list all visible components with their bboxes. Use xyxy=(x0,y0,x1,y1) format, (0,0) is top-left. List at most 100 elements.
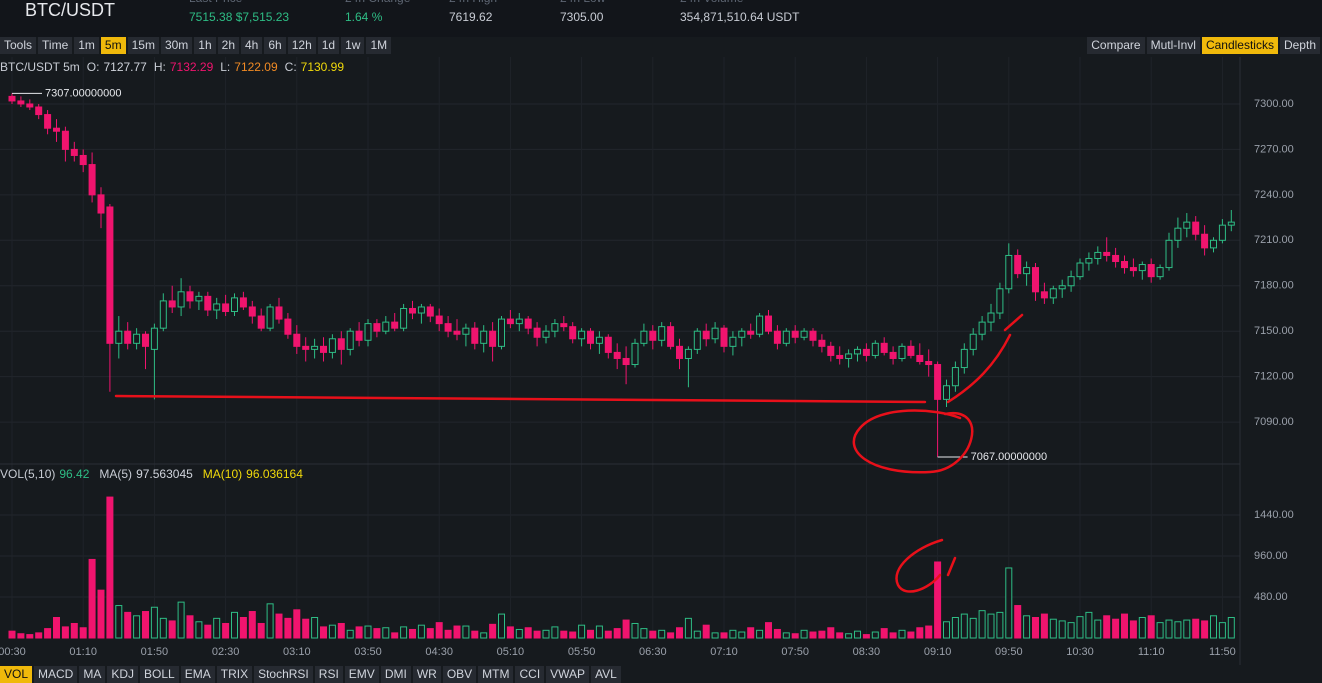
x-tick-label: 08:30 xyxy=(853,646,881,658)
candle-body xyxy=(426,306,434,317)
indicator-tab[interactable]: CCI xyxy=(515,666,545,683)
y-tick-label: 7150.00 xyxy=(1254,325,1294,337)
indicator-tab[interactable]: MTM xyxy=(478,666,514,683)
candle-body xyxy=(1112,254,1120,263)
volume-bar xyxy=(373,628,381,639)
candle-body xyxy=(471,327,479,344)
indicator-tab[interactable]: StochRSI xyxy=(254,666,313,683)
candle-body xyxy=(951,367,959,387)
indicator-tab[interactable]: VWAP xyxy=(546,666,590,683)
indicator-tab[interactable]: DMI xyxy=(380,666,411,683)
timeframe-button[interactable]: 2h xyxy=(217,37,239,54)
volume-bar xyxy=(676,627,683,639)
candle-body xyxy=(159,300,167,329)
indicator-tab[interactable]: WR xyxy=(412,666,441,683)
candle-body xyxy=(61,130,69,150)
volume-bar xyxy=(649,630,657,639)
candle-body xyxy=(595,336,603,344)
timeframe-button[interactable]: Time xyxy=(38,37,73,54)
volume-bar xyxy=(417,624,425,639)
x-tick-label: 02:30 xyxy=(212,646,240,658)
indicator-tab[interactable]: RSI xyxy=(314,666,343,683)
volume-bar xyxy=(951,617,959,639)
indicator-tab[interactable]: MACD xyxy=(34,666,78,683)
timeframe-button[interactable]: 6h xyxy=(264,37,286,54)
candle-body xyxy=(1227,221,1235,226)
volume-bar xyxy=(765,622,772,639)
view-button[interactable]: Compare xyxy=(1087,37,1145,54)
volume-bar xyxy=(773,628,781,639)
indicator-tab[interactable]: KDJ xyxy=(107,666,139,683)
candle-body xyxy=(1067,276,1075,287)
volume-bar xyxy=(44,628,52,639)
timeframe-button[interactable]: Tools xyxy=(0,37,37,54)
candle-body xyxy=(35,106,43,116)
volume-bar xyxy=(302,618,310,639)
candle-body xyxy=(480,330,488,344)
volume-bar xyxy=(53,617,60,639)
timeframe-button[interactable]: 1h xyxy=(194,37,216,54)
candle-body xyxy=(773,330,781,344)
candle-body xyxy=(409,307,416,314)
legend-value: 7127.77 xyxy=(103,60,147,74)
timeframe-button[interactable]: 1m xyxy=(74,37,99,54)
timeframe-button[interactable]: 1d xyxy=(317,37,340,54)
indicator-tab[interactable]: TRIX xyxy=(216,666,253,683)
candle-body xyxy=(1085,257,1093,264)
timeframe-button[interactable]: 1w xyxy=(341,37,365,54)
volume-bar xyxy=(738,631,746,639)
volume-bar xyxy=(462,625,470,639)
candle-body xyxy=(791,330,799,338)
indicator-tab[interactable]: BOLL xyxy=(140,666,179,683)
volume-bar xyxy=(275,613,283,639)
arrow-stroke xyxy=(946,333,1012,404)
view-button[interactable]: Mutl-Invl xyxy=(1146,37,1200,54)
candle-body xyxy=(907,345,915,356)
candle-body xyxy=(943,385,950,400)
candle-body xyxy=(8,95,16,102)
candle-body xyxy=(862,348,870,356)
timeframe-button[interactable]: 15m xyxy=(127,37,159,54)
timeframe-button[interactable]: 12h xyxy=(287,37,316,54)
indicator-tab[interactable]: EMV xyxy=(344,666,379,683)
volume-bar xyxy=(711,632,719,639)
ma-value: 96.036164 xyxy=(246,467,303,481)
indicator-tab[interactable]: VOL xyxy=(0,666,33,683)
timeframe-button[interactable]: 4h xyxy=(241,37,263,54)
candle-body xyxy=(1014,254,1022,275)
candle-body xyxy=(711,327,719,340)
timeframe-button[interactable]: 5m xyxy=(100,37,126,54)
volume-bar xyxy=(533,630,541,639)
x-tick-label: 09:10 xyxy=(924,646,952,658)
view-button[interactable]: Candlesticks xyxy=(1201,37,1278,54)
volume-bar xyxy=(1103,615,1111,639)
candle-body xyxy=(1023,267,1031,275)
volume-legend: VOL(5,10) 96.42 MA(5) 97.563045 MA(10) 96.036… xyxy=(0,467,309,481)
indicator-tab[interactable]: MA xyxy=(79,666,106,683)
view-button[interactable]: Depth xyxy=(1279,37,1320,54)
timeframe-button[interactable]: 30m xyxy=(160,37,193,54)
y-tick-label: 7240.00 xyxy=(1254,189,1294,201)
candle-body xyxy=(880,342,888,353)
candle-body xyxy=(569,326,577,340)
volume-bar xyxy=(97,589,105,639)
candle-body xyxy=(533,327,541,338)
y-tick-label: 7300.00 xyxy=(1254,98,1294,110)
volume-bar xyxy=(1156,622,1164,639)
stat-value: 7515.38 $7,515.23 xyxy=(189,10,290,24)
candle-body xyxy=(702,330,710,340)
timeframe-button[interactable]: 1M xyxy=(366,37,392,54)
candle-body xyxy=(364,323,372,341)
candle-body xyxy=(640,330,648,344)
indicator-tab[interactable]: AVL xyxy=(591,666,621,683)
candle-body xyxy=(818,339,826,347)
stat-label: 24h Change xyxy=(345,0,410,5)
volume-bar xyxy=(186,615,194,639)
candle-body xyxy=(658,326,666,341)
indicator-tab[interactable]: OBV xyxy=(442,666,477,683)
candle-body xyxy=(898,345,906,359)
candle-body xyxy=(560,323,568,328)
indicator-tab[interactable]: EMA xyxy=(180,666,215,683)
candle-body xyxy=(53,127,60,132)
stat-value: 7305.00 xyxy=(560,10,604,24)
